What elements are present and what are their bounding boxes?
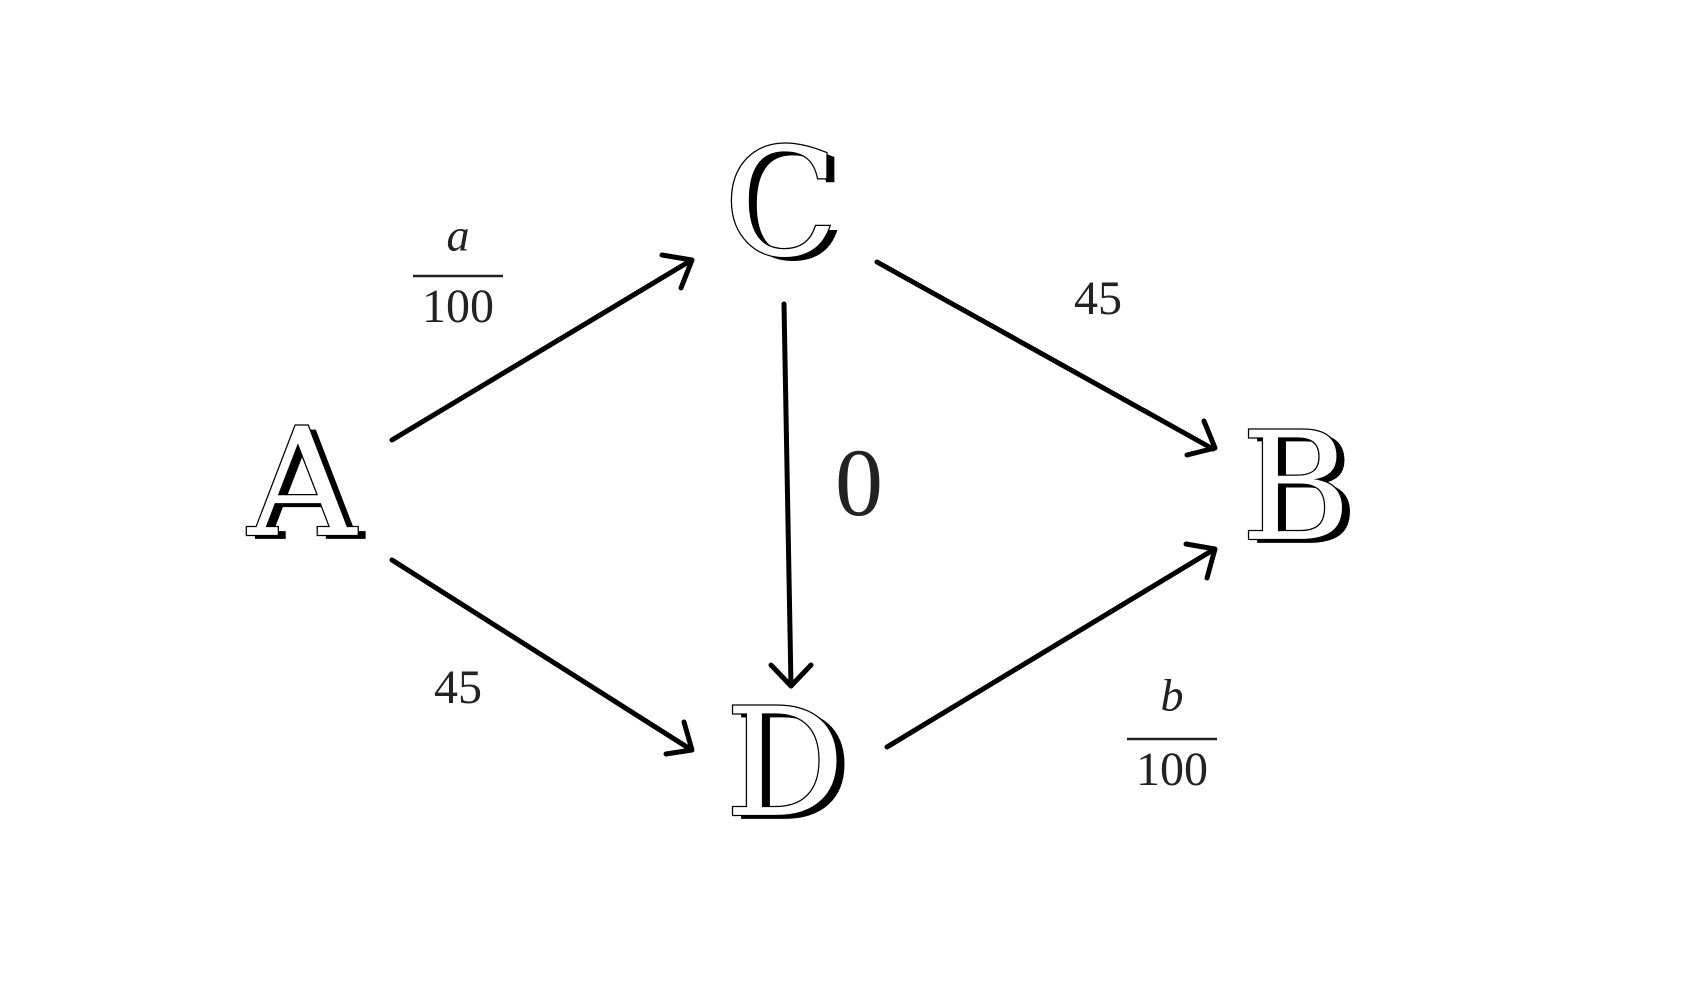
edge-c-to-d [768,301,814,689]
fraction-numerator: a [447,210,470,261]
node-b-label: B [1241,401,1351,575]
edge-label-c-to-b: 45 [1074,272,1122,325]
edge-c-to-b [874,259,1218,458]
arrowhead-d-top [768,662,814,689]
node-d: D D [724,676,854,855]
node-d-shadow: D [733,681,853,855]
node-c: C C [722,116,847,295]
node-b: B B [1240,400,1359,579]
edge-d-to-b [884,541,1218,750]
arrowhead-d-left [663,719,695,757]
node-c-shadow: C [732,121,847,295]
node-c-label: C [724,117,839,291]
edge-a-to-c [389,252,695,443]
arrowhead-c [659,252,695,291]
node-a-shadow: A [255,401,366,575]
node-a: A A [246,396,366,575]
edge-label-d-to-b: b 100 [1127,670,1217,796]
node-a-label: A [247,397,358,571]
edge-label-a-to-d: 45 [434,661,482,714]
edge-a-to-d [389,557,695,757]
edge-label-c-to-d: 0 [835,429,883,536]
node-b-shadow: B [1249,405,1359,579]
fraction-denominator: 100 [1136,743,1208,796]
edge-label-a-to-c: a 100 [413,210,503,333]
fraction-denominator: 100 [422,280,494,333]
arrowhead-b-lower [1183,541,1218,581]
fraction-numerator: b [1161,670,1184,721]
node-d-label: D [725,677,845,851]
arrowhead-b-upper [1184,418,1218,458]
